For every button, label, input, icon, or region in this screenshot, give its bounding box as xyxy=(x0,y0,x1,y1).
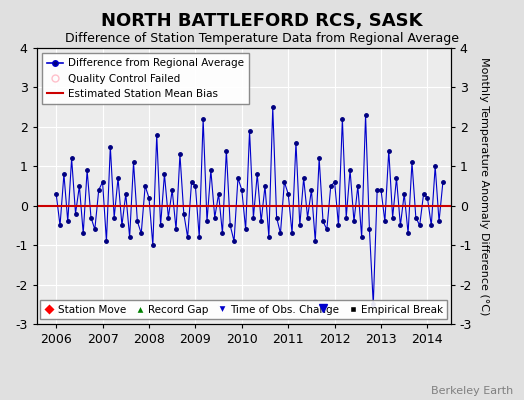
Text: NORTH BATTLEFORD RCS, SASK: NORTH BATTLEFORD RCS, SASK xyxy=(101,12,423,30)
Text: Berkeley Earth: Berkeley Earth xyxy=(431,386,514,396)
Text: Difference of Station Temperature Data from Regional Average: Difference of Station Temperature Data f… xyxy=(65,32,459,45)
Legend: Station Move, Record Gap, Time of Obs. Change, Empirical Break: Station Move, Record Gap, Time of Obs. C… xyxy=(40,300,447,319)
Y-axis label: Monthly Temperature Anomaly Difference (°C): Monthly Temperature Anomaly Difference (… xyxy=(479,57,489,315)
